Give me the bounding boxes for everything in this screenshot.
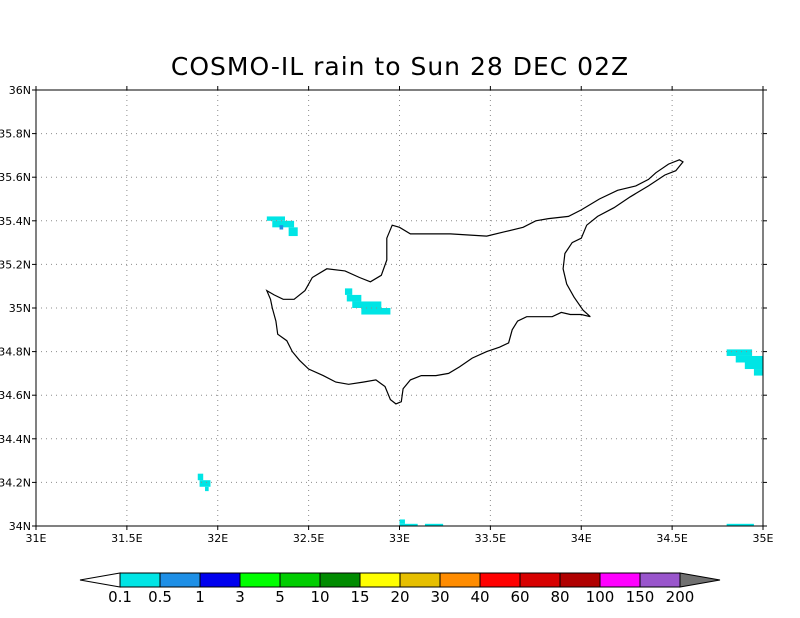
- lon-tick-label: 32E: [207, 532, 228, 545]
- lat-tick-label: 35.4N: [0, 215, 31, 228]
- rain-cell: [279, 225, 284, 230]
- rain-cell: [205, 486, 209, 492]
- rain-cell: [744, 362, 763, 370]
- lon-tick-label: 32.5E: [293, 532, 324, 545]
- colorbar: 0.1 0.5 1 3 5 10 15 20 30 40 60 80 100 150 200: [79, 572, 721, 606]
- lat-tick-label: 35.8N: [0, 128, 31, 141]
- colorbar-swatch: [159, 572, 201, 588]
- lat-tick-label: 34.8N: [0, 346, 31, 359]
- lon-tick-label: 31.5E: [111, 532, 142, 545]
- colorbar-swatch: [439, 572, 481, 588]
- rain-cell: [753, 369, 763, 376]
- rain-cell: [399, 519, 405, 524]
- colorbar-swatch: [599, 572, 641, 588]
- colorbar-swatch: [319, 572, 361, 588]
- colorbar-label: 3: [235, 588, 245, 606]
- colorbar-swatch: [119, 572, 161, 588]
- colorbar-label: 5: [275, 588, 285, 606]
- rain-cell: [726, 523, 754, 526]
- rain-cell: [344, 288, 353, 295]
- rain-layer: [197, 216, 763, 526]
- colorbar-low-arrow: [79, 572, 121, 588]
- rain-cell: [361, 308, 391, 315]
- colorbar-swatch: [479, 572, 521, 588]
- colorbar-swatch: [199, 572, 241, 588]
- colorbar-swatch: [519, 572, 561, 588]
- lat-tick-label: 34.4N: [0, 433, 31, 446]
- rain-cell: [288, 227, 298, 237]
- colorbar-label: 40: [470, 588, 489, 606]
- colorbar-swatch: [559, 572, 601, 588]
- lon-tick-label: 35E: [753, 532, 774, 545]
- lat-tick-label: 34.6N: [0, 389, 31, 402]
- map-title: COSMO-IL rain to Sun 28 DEC 02Z: [170, 52, 630, 81]
- lat-tick-label: 34.2N: [0, 476, 31, 489]
- rain-cell: [266, 216, 285, 221]
- colorbar-label: 150: [626, 588, 655, 606]
- rain-cell: [272, 220, 295, 228]
- colorbar-swatch: [359, 572, 401, 588]
- lat-axis: 34N 34.2N 34.4N 34.6N 34.8N 35N 35.2N 35.4N 35.6…: [0, 84, 767, 533]
- rain-cell: [424, 523, 444, 526]
- coastline: [265, 159, 684, 405]
- colorbar-swatch: [279, 572, 321, 588]
- lat-tick-label: 36N: [9, 84, 31, 97]
- rain-cell: [399, 523, 418, 526]
- rain-cell: [199, 480, 211, 487]
- lat-tick-label: 35N: [9, 302, 31, 315]
- colorbar-label: 20: [390, 588, 409, 606]
- rain-cell: [735, 355, 763, 363]
- colorbar-label: 0.5: [148, 588, 172, 606]
- colorbar-label: 100: [586, 588, 615, 606]
- colorbar-label: 60: [510, 588, 529, 606]
- cyprus-coastline: [265, 159, 684, 405]
- colorbar-swatch: [639, 572, 681, 588]
- lon-tick-label: 34E: [571, 532, 592, 545]
- lon-tick-label: 33.5E: [475, 532, 506, 545]
- colorbar-swatch: [239, 572, 281, 588]
- lon-tick-label: 31E: [26, 532, 47, 545]
- colorbar-label: 0.1: [108, 588, 132, 606]
- lon-axis: 31E 31.5E 32E 32.5E 33E 33.5E 34E 34.5E 35E: [26, 86, 774, 545]
- rain-cell: [726, 349, 753, 356]
- lat-tick-label: 35.2N: [0, 258, 31, 271]
- rain-cell: [197, 473, 204, 481]
- colorbar-label: 1: [195, 588, 205, 606]
- colorbar-label: 15: [350, 588, 369, 606]
- colorbar-high-arrow: [679, 572, 721, 588]
- lon-tick-label: 33E: [389, 532, 410, 545]
- colorbar-label: 200: [666, 588, 695, 606]
- colorbar-swatch: [399, 572, 441, 588]
- colorbar-label: 80: [550, 588, 569, 606]
- rain-cell: [346, 294, 362, 302]
- colorbar-label: 10: [310, 588, 329, 606]
- lat-tick-label: 35.6N: [0, 171, 31, 184]
- lat-tick-label: 34N: [9, 520, 31, 533]
- lon-tick-label: 34.5E: [656, 532, 687, 545]
- grid-lines: [36, 90, 763, 526]
- colorbar-label: 30: [430, 588, 449, 606]
- rain-cell: [352, 301, 382, 308]
